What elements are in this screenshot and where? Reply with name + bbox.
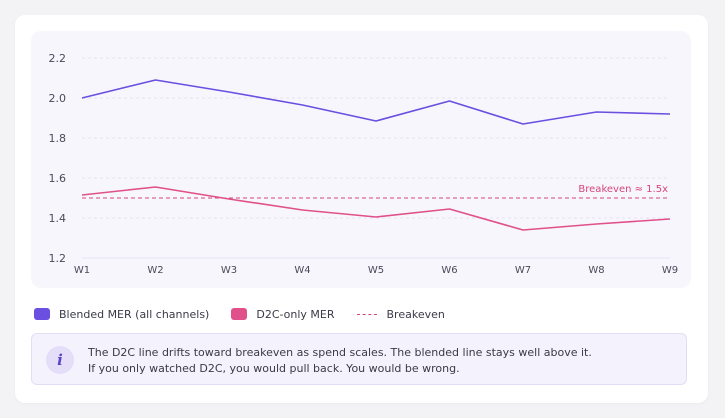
x-tick-label: W7: [515, 265, 531, 276]
insight-text: The D2C line drifts toward breakeven as …: [88, 345, 592, 377]
y-tick-label: 1.8: [49, 132, 67, 145]
legend-item-d2c: D2C-only MER: [231, 307, 335, 321]
gridlines: [82, 57, 670, 259]
insight-line-1: The D2C line drifts toward breakeven as …: [88, 346, 592, 359]
y-tick-label: 2.0: [49, 92, 67, 105]
insight-note: i The D2C line drifts toward breakeven a…: [31, 333, 687, 385]
y-tick-label: 2.2: [49, 52, 67, 65]
x-tick-label: W3: [221, 265, 237, 276]
legend: Blended MER (all channels) D2C-only MER …: [34, 305, 467, 323]
y-tick-label: 1.6: [49, 172, 67, 185]
x-tick-label: W4: [294, 265, 310, 276]
breakeven-reference: Breakeven ≈ 1.5x: [82, 184, 670, 199]
y-axis-ticks: 2.2 2.0 1.8 1.6 1.4 1.2: [49, 52, 67, 265]
x-tick-label: W1: [74, 265, 90, 276]
legend-item-blended: Blended MER (all channels): [34, 308, 209, 321]
plot-panel: [31, 31, 691, 288]
legend-swatch-breakeven: [356, 313, 377, 315]
series-line-blended: [81, 79, 671, 125]
legend-label-breakeven: Breakeven: [386, 307, 445, 321]
legend-label-blended: Blended MER (all channels): [59, 307, 210, 321]
x-tick-label: W8: [588, 265, 604, 276]
x-tick-label: W9: [662, 265, 678, 276]
x-tick-label: W2: [147, 265, 163, 276]
legend-label-d2c: D2C-only MER: [256, 307, 335, 321]
y-tick-label: 1.2: [49, 252, 67, 265]
series-lines: [81, 79, 671, 231]
legend-swatch-blended: [34, 308, 50, 320]
x-tick-label: W6: [441, 265, 457, 276]
x-axis-ticks: W1 W2 W3 W4 W5 W6 W7 W8 W9: [74, 265, 678, 276]
y-tick-label: 1.4: [49, 212, 67, 225]
x-tick-label: W5: [368, 265, 384, 276]
legend-item-breakeven: Breakeven: [356, 307, 445, 321]
legend-swatch-d2c: [231, 308, 248, 320]
breakeven-annotation: Breakeven ≈ 1.5x: [578, 184, 668, 195]
series-line-d2c: [81, 186, 671, 231]
insight-line-2: If you only watched D2C, you would pull …: [88, 362, 460, 375]
info-icon: i: [46, 346, 74, 374]
